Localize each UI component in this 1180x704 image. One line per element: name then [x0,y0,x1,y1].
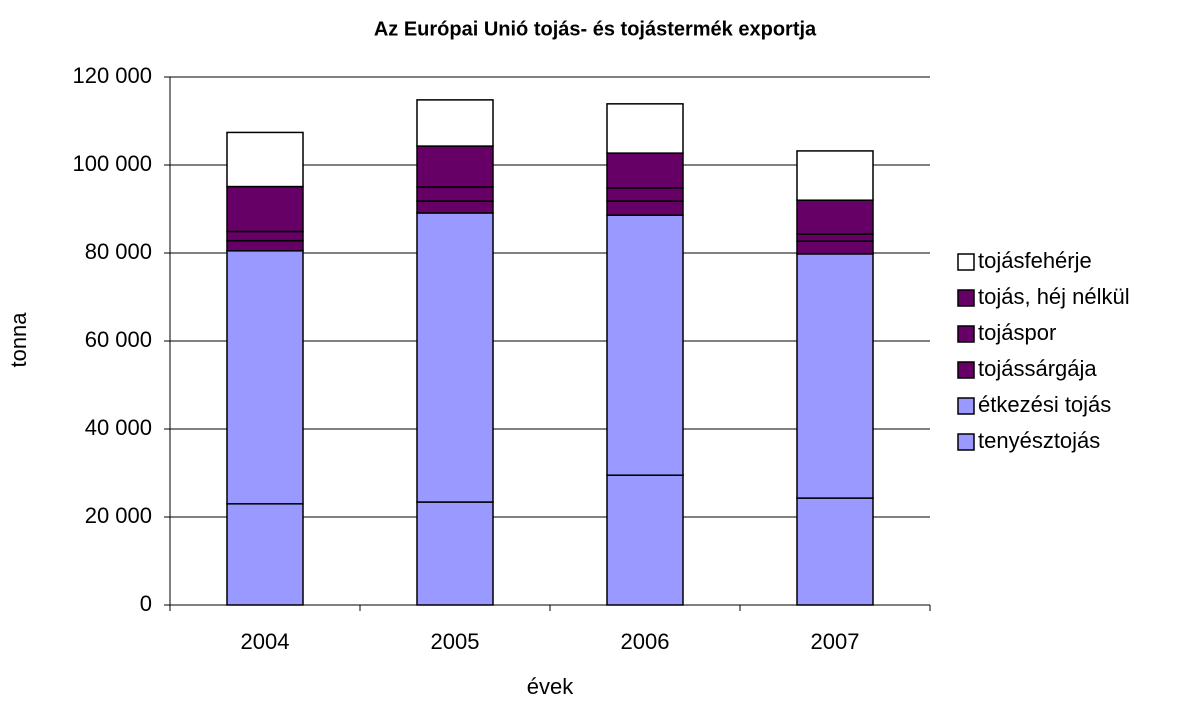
bar-segment [226,185,304,233]
bar-segment [606,152,684,189]
y-tick-label: 60 000 [85,327,152,352]
y-tick-label: 100 000 [72,151,152,176]
legend-swatch [957,253,975,271]
bar-segment [226,250,304,505]
bar-segment [606,474,684,606]
bar-segment [226,230,304,242]
legend-label: tenyésztojás [978,428,1100,453]
bar-segment [796,497,874,606]
legend-label: tojáspor [978,320,1056,345]
x-axis-label: évek [527,674,574,699]
bar-segment [416,212,494,503]
bar-segment [796,240,874,255]
y-tick-label: 120 000 [72,63,152,88]
legend-label: tojás, héj nélkül [978,284,1130,309]
bar-segment [416,99,494,147]
x-tick-label: 2005 [431,629,480,654]
x-tick-label: 2006 [621,629,670,654]
bar-segment [226,503,304,606]
bar-segment [606,200,684,216]
bar-segment [416,186,494,202]
legend-swatch [957,289,975,307]
bar-segment [796,199,874,235]
y-tick-label: 80 000 [85,239,152,264]
legend-label: étkezési tojás [978,392,1111,417]
legend-label: tojássárgája [978,356,1097,381]
legend-label: tojásfehérje [978,248,1092,273]
bar-segment [416,145,494,188]
x-tick-label: 2007 [811,629,860,654]
y-tick-label: 0 [140,591,152,616]
bar-segment [796,150,874,201]
chart-title: Az Európai Unió tojás- és tojástermék ex… [374,18,817,40]
legend-swatch [957,397,975,415]
bar-segment [606,214,684,476]
bar-segment [416,200,494,214]
bar-segment [416,501,494,606]
legend-swatch [957,361,975,379]
bar-segment [796,233,874,242]
bar-segment [796,253,874,499]
bar-segment [606,187,684,202]
bar-segment [226,239,304,252]
y-tick-label: 40 000 [85,415,152,440]
y-axis-label: tonna [6,312,31,368]
y-tick-label: 20 000 [85,503,152,528]
legend-swatch [957,433,975,451]
x-tick-label: 2004 [241,629,290,654]
bar-segment [606,103,684,154]
bar-segment [226,131,304,188]
legend-swatch [957,325,975,343]
